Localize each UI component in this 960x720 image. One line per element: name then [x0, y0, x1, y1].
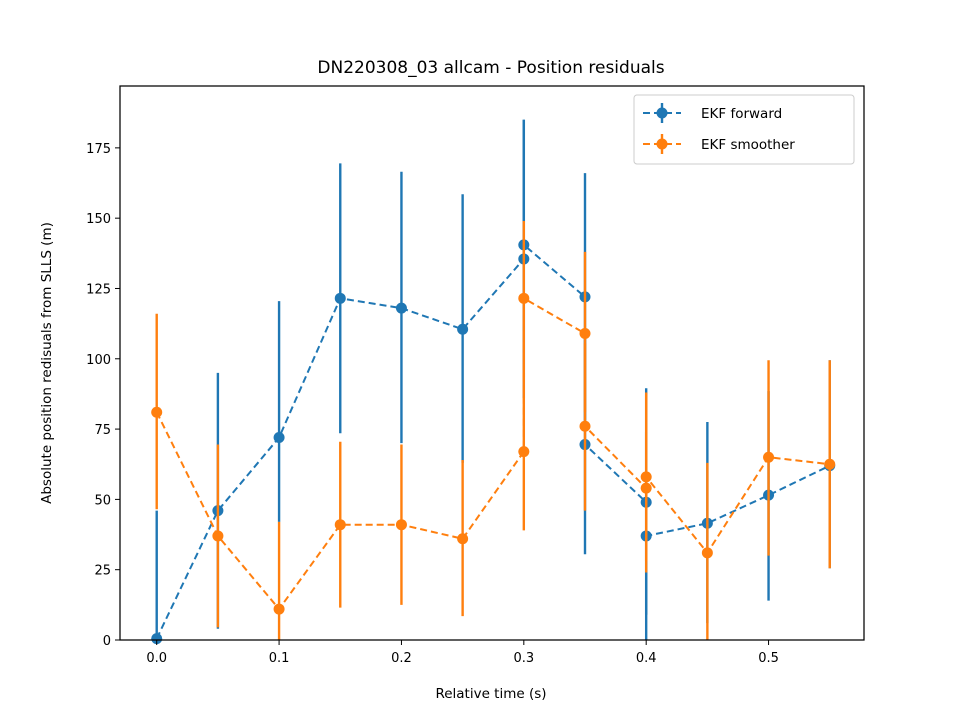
legend-marker-swatch	[656, 138, 668, 150]
x-tick-label: 0.0	[146, 651, 167, 666]
y-tick-label: 0	[103, 634, 111, 649]
series-2-point	[579, 327, 591, 339]
x-axis: 0.0 0.1 0.2 0.3 0.4 0.5	[146, 640, 779, 666]
series-2-point	[579, 420, 591, 432]
series-2-point	[701, 547, 713, 559]
y-axis: 0 25 50 75 100 125 150 175	[86, 142, 120, 649]
y-tick-label: 175	[86, 142, 111, 157]
series-2-point	[334, 519, 346, 531]
legend-label: EKF smoother	[701, 137, 795, 153]
series-2-point	[640, 482, 652, 494]
y-tick-label: 150	[86, 212, 111, 227]
legend-frame	[633, 94, 855, 165]
legend-label: EKF forward	[701, 106, 782, 122]
series-2-point	[273, 603, 285, 615]
y-tick-label: 75	[94, 423, 111, 438]
series-2-point	[763, 451, 775, 463]
x-tick-label: 0.3	[513, 651, 534, 666]
x-tick-label: 0.4	[636, 651, 657, 666]
legend-entry: EKF smoother	[643, 134, 795, 154]
series-2-point	[457, 533, 469, 545]
y-tick-label: 50	[94, 493, 111, 508]
y-tick-label: 125	[86, 282, 111, 297]
x-tick-label: 0.1	[269, 651, 290, 666]
series-2-point	[212, 530, 224, 542]
y-tick-label: 100	[86, 353, 111, 368]
series-2-point	[824, 458, 836, 470]
x-tick-label: 0.5	[758, 651, 779, 666]
series-2-point	[518, 292, 530, 304]
series-1-point	[395, 302, 407, 314]
series-1-line	[155, 242, 831, 640]
legend-marker-swatch	[656, 107, 668, 119]
series-1-point	[151, 633, 163, 645]
plot-frame	[119, 85, 865, 641]
x-tick-label: 0.2	[391, 651, 412, 666]
series-2-point	[151, 406, 163, 418]
plot-area	[151, 119, 836, 645]
series-2	[151, 220, 836, 640]
series-1-point	[457, 323, 469, 335]
chart-title: DN220308_03 allcam - Position residuals	[317, 58, 664, 78]
x-axis-label: Relative time (s)	[435, 686, 546, 702]
series-1-point	[334, 292, 346, 304]
series-2-point	[518, 446, 530, 458]
y-tick-label: 25	[94, 564, 111, 579]
legend: EKF forward EKF smoother	[633, 94, 855, 165]
series-1-point	[273, 432, 285, 444]
series-2-point	[395, 519, 407, 531]
series-2-point	[640, 471, 652, 483]
y-axis-label: Absolute position redisuals from SLLS (m…	[39, 222, 55, 504]
legend-entry: EKF forward	[643, 103, 782, 123]
